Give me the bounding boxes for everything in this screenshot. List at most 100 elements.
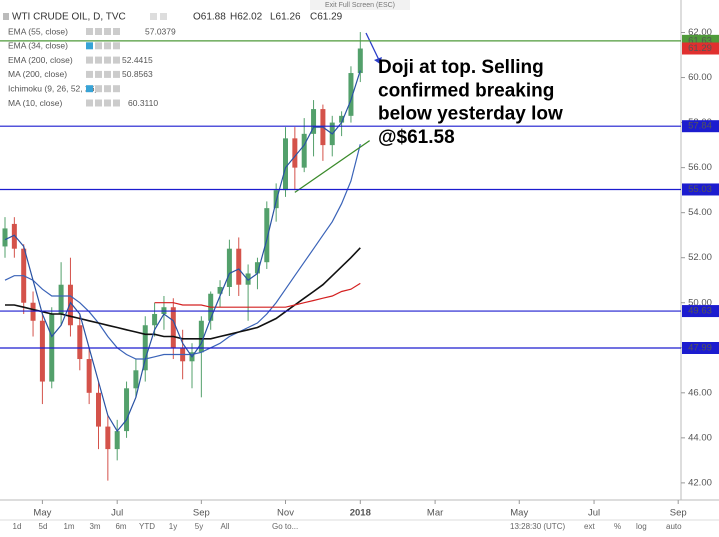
level-label-box — [682, 305, 719, 318]
arrow — [365, 32, 380, 61]
range-button[interactable]: 1y — [169, 522, 177, 531]
option-button[interactable]: log — [636, 522, 647, 531]
legend-icon — [113, 56, 120, 64]
legend-icon — [95, 28, 102, 35]
ohlc-value: O61.88 — [193, 12, 226, 23]
arrow-head — [374, 57, 382, 64]
x-tick-label: Jul — [588, 508, 600, 519]
level-label-box — [682, 120, 719, 133]
legend-value: 50.8563 — [122, 69, 153, 79]
legend-icon — [86, 42, 93, 50]
legend-value: 60.3110 — [128, 98, 158, 108]
legend-icon — [104, 70, 111, 78]
legend-icon — [113, 85, 120, 93]
y-tick-label: 50.00 — [688, 297, 712, 308]
candle-body — [348, 73, 354, 116]
candle-body — [357, 48, 363, 74]
legend-icon — [95, 99, 102, 107]
range-button[interactable]: YTD — [139, 522, 155, 531]
exit-fullscreen[interactable]: Exit Full Screen (ESC) — [325, 2, 395, 9]
legend-icon — [104, 42, 111, 50]
candle-body — [39, 320, 45, 382]
x-tick-label: May — [33, 508, 51, 519]
legend-entry: Ichimoku (9, 26, 52, 26) — [8, 83, 97, 93]
indicator-line — [5, 247, 361, 340]
range-button[interactable]: 1d — [13, 522, 22, 531]
y-tick-label: 44.00 — [688, 432, 712, 443]
candle-body — [114, 431, 120, 450]
ohlc-value: C61.29 — [310, 12, 343, 23]
legend-icon — [95, 85, 102, 93]
level-label: 57.84 — [688, 121, 712, 132]
y-tick-label: 56.00 — [688, 162, 712, 173]
x-tick-label: Jul — [111, 508, 123, 519]
range-button[interactable]: All — [221, 522, 230, 531]
candle-body — [236, 248, 242, 285]
ohlc-value: H62.02 — [230, 12, 263, 23]
legend-icon — [86, 56, 93, 64]
header-icon — [3, 13, 9, 20]
candle-body — [254, 262, 260, 274]
exit-fullscreen-box[interactable] — [310, 0, 410, 10]
annotation: confirmed breaking — [378, 80, 554, 101]
candle-body — [30, 302, 36, 321]
x-tick-label: May — [510, 508, 528, 519]
annotation: @$61.58 — [378, 127, 455, 148]
header-icon — [160, 13, 167, 20]
range-button[interactable]: 3m — [89, 522, 100, 531]
legend-icon — [86, 28, 93, 35]
legend-icon — [113, 70, 120, 78]
y-tick-label: 54.00 — [688, 207, 712, 218]
candle-body — [11, 223, 17, 249]
candle-body — [86, 359, 92, 393]
legend-entry: EMA (200, close) — [8, 55, 73, 65]
legend-icon — [95, 70, 102, 78]
candle-body — [124, 388, 130, 432]
x-tick-label: Nov — [277, 508, 294, 519]
candle-body — [217, 286, 223, 294]
candle-body — [264, 208, 270, 263]
legend-icon — [104, 28, 111, 35]
candle-body — [58, 284, 64, 314]
legend-icon — [104, 56, 111, 64]
candle-body — [105, 426, 111, 450]
legend-icon — [95, 42, 102, 50]
annotation: Doji at top. Selling — [378, 57, 544, 78]
chart-title: WTI CRUDE OIL, D, TVC — [12, 12, 126, 23]
y-tick-label: 60.00 — [688, 72, 712, 83]
candle-body — [292, 138, 298, 168]
x-tick-label: Sep — [670, 508, 687, 519]
goto-button[interactable]: Go to... — [272, 522, 298, 531]
level-label-box — [682, 342, 719, 355]
candle-body — [170, 307, 176, 348]
x-tick-label: Sep — [193, 508, 210, 519]
range-button[interactable]: 1m — [63, 522, 74, 531]
legend-value: 57.0379 — [145, 26, 176, 36]
y-tick-label: 46.00 — [688, 387, 712, 398]
legend-icon — [104, 85, 111, 93]
range-button[interactable]: 5d — [39, 522, 48, 531]
level-label: 55.03 — [688, 184, 712, 195]
level-label-box — [682, 183, 719, 196]
indicator-line — [4, 144, 361, 360]
indicator-line — [4, 70, 361, 433]
candle-body — [96, 392, 101, 427]
y-tick-label: 42.00 — [688, 477, 712, 488]
legend-icon — [86, 85, 93, 93]
legend-icon — [86, 99, 93, 107]
range-button[interactable]: 6m — [115, 522, 126, 531]
y-tick-label: 52.00 — [688, 252, 712, 263]
level-label: 47.99 — [688, 343, 712, 354]
legend-value: 52.4415 — [122, 55, 153, 65]
level-label: 49.63 — [688, 306, 712, 317]
legend-icon — [113, 28, 120, 35]
y-tick-label: 62.00 — [688, 27, 712, 38]
option-button[interactable]: auto — [666, 522, 682, 531]
candle-body — [77, 325, 83, 360]
legend-icon — [104, 99, 111, 107]
clock: 13:28:30 (UTC) — [510, 522, 565, 531]
option-button[interactable]: % — [614, 522, 621, 531]
candle-body — [67, 284, 73, 326]
option-button[interactable]: ext — [584, 522, 595, 531]
range-button[interactable]: 5y — [195, 522, 203, 531]
